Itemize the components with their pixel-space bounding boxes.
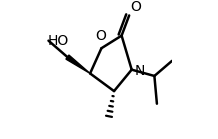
Text: O: O: [95, 28, 106, 43]
Text: HO: HO: [47, 34, 68, 48]
Text: O: O: [130, 0, 141, 14]
Text: N: N: [135, 64, 145, 78]
Polygon shape: [66, 55, 90, 73]
